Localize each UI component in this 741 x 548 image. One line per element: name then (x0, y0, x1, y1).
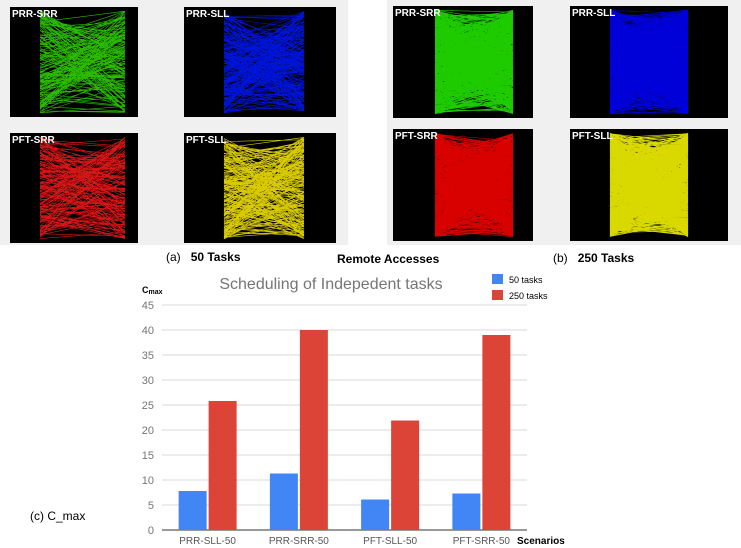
panel-250-prr-srr: PRR-SRR (393, 6, 533, 118)
panel-label: PRR-SLL (572, 8, 616, 19)
y-tick-label: 0 (148, 525, 154, 537)
y-tick-label: 35 (142, 350, 154, 362)
access-lines-50-pft-srr (39, 136, 126, 240)
y-tick-label: 45 (142, 300, 154, 312)
caption-title: 250 Tasks (577, 251, 635, 265)
caption-prefix: (a) (166, 250, 181, 264)
cmax-bar-chart: Scheduling of Indepedent tasks Cmax 0 5 10… (142, 274, 565, 547)
panel-label: PFT-SLL (572, 131, 613, 142)
y-tick-label: 10 (142, 475, 154, 487)
panel-50-pft-srr: PFT-SRR (10, 133, 138, 243)
caption-50-tasks: (a) 50 Tasks (166, 250, 241, 264)
bar-pft-sll-50-50-tasks (361, 499, 390, 530)
x-tick-labels: PRR-SLL-50 PRR-SRR-50 PFT-SLL-50 PFT-SRR-50 (179, 536, 510, 547)
access-lines-50-prr-sll (223, 10, 305, 114)
bar-prr-sll-50-50-tasks (178, 491, 207, 530)
panel-250-pft-srr: PFT-SRR (393, 129, 533, 241)
panel-50-prr-sll: PRR-SLL (184, 7, 336, 117)
legend-swatch-50-tasks (492, 274, 503, 284)
legend-swatch-250-tasks (492, 290, 503, 300)
bar-pft-srr-50-50-tasks (452, 493, 481, 530)
access-lines-250-prr-sll (609, 9, 689, 115)
bars (178, 330, 511, 530)
access-lines-path (223, 10, 305, 114)
y-tick-label: 30 (142, 375, 154, 387)
access-lines-path (609, 132, 689, 238)
access-lines-250-pft-sll (609, 132, 689, 238)
y-tick-label: 25 (142, 400, 154, 412)
y-axis-label-sub: max (149, 289, 163, 296)
x-tick-label: PRR-SLL-50 (179, 536, 236, 547)
bar-prr-srr-50-50-tasks (269, 473, 298, 530)
access-lines-path (609, 9, 689, 115)
access-lines-path (39, 136, 126, 240)
panel-50-pft-sll: PFT-SLL (184, 133, 336, 243)
access-lines-path (434, 132, 514, 238)
panel-label: PRR-SLL (186, 9, 230, 20)
caption-title: 50 Tasks (190, 250, 241, 264)
x-tick-label: PFT-SRR-50 (453, 536, 511, 547)
cmax-caption: (c) C_max (30, 509, 86, 523)
bar-pft-srr-50-250-tasks (482, 335, 511, 530)
access-lines-250-pft-srr (434, 132, 514, 238)
chart-title: Scheduling of Indepedent tasks (219, 276, 442, 293)
bar-prr-srr-50-250-tasks (299, 330, 328, 530)
x-tick-label: PRR-SRR-50 (269, 536, 329, 547)
y-tick-label: 5 (148, 500, 154, 512)
access-lines-path (223, 136, 305, 240)
caption-250-tasks: (b) 250 Tasks (553, 251, 634, 265)
panel-50-prr-srr: PRR-SRR (10, 7, 138, 117)
y-tick-labels: 0 5 10 15 20 25 30 35 40 45 (142, 300, 154, 537)
y-tick-label: 40 (142, 325, 154, 337)
panel-label: PFT-SLL (186, 135, 227, 146)
x-tick-label: PFT-SLL-50 (363, 536, 417, 547)
panel-250-prr-sll: PRR-SLL (570, 6, 728, 118)
bar-pft-sll-50-250-tasks (391, 420, 420, 530)
y-tick-label: 20 (142, 425, 154, 437)
legend: 50 tasks 250 tasks (492, 274, 548, 301)
panel-label: PFT-SRR (12, 135, 55, 146)
y-axis-label: Cmax (142, 285, 163, 296)
panel-label: PRR-SRR (12, 9, 58, 20)
access-lines-path (39, 10, 126, 114)
remote-accesses-title: Remote Accesses (337, 252, 440, 266)
access-lines-50-pft-sll (223, 136, 305, 240)
access-lines-path (434, 9, 514, 115)
caption-prefix: (b) (553, 251, 568, 265)
access-lines-50-prr-srr (39, 10, 126, 114)
panel-label: PFT-SRR (395, 131, 438, 142)
access-lines-250-prr-srr (434, 9, 514, 115)
panel-label: PRR-SRR (395, 8, 441, 19)
y-axis-label-main: C (142, 285, 149, 295)
panel-250-pft-sll: PFT-SLL (570, 129, 728, 241)
bar-prr-sll-50-250-tasks (208, 401, 237, 530)
x-axis-label: Scenarios (517, 536, 565, 547)
legend-label-50-tasks: 50 tasks (509, 275, 543, 285)
legend-label-250-tasks: 250 tasks (509, 291, 548, 301)
y-tick-label: 15 (142, 450, 154, 462)
